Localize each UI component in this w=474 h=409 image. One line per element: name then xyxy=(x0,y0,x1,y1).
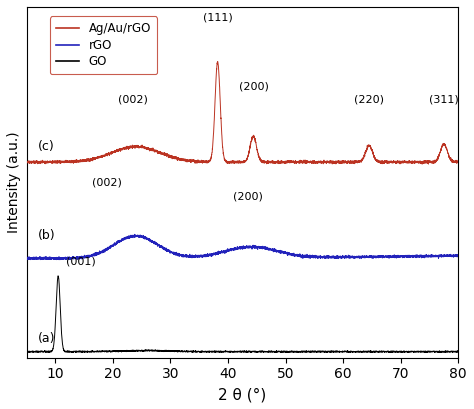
X-axis label: 2 θ (°): 2 θ (°) xyxy=(218,387,266,402)
Text: (c): (c) xyxy=(38,140,55,153)
Text: (002): (002) xyxy=(92,178,122,187)
Text: (311): (311) xyxy=(429,95,459,105)
Text: (001): (001) xyxy=(66,256,96,267)
Text: (a): (a) xyxy=(38,333,55,345)
Y-axis label: Intensity (a.u.): Intensity (a.u.) xyxy=(7,132,21,233)
Text: (220): (220) xyxy=(354,95,384,105)
Text: (b): (b) xyxy=(38,229,55,242)
Text: (111): (111) xyxy=(203,12,232,22)
Text: (200): (200) xyxy=(239,81,269,91)
Text: (200): (200) xyxy=(233,191,263,201)
Text: (002): (002) xyxy=(118,95,148,105)
Legend: Ag/Au/rGO, rGO, GO: Ag/Au/rGO, rGO, GO xyxy=(50,16,157,74)
